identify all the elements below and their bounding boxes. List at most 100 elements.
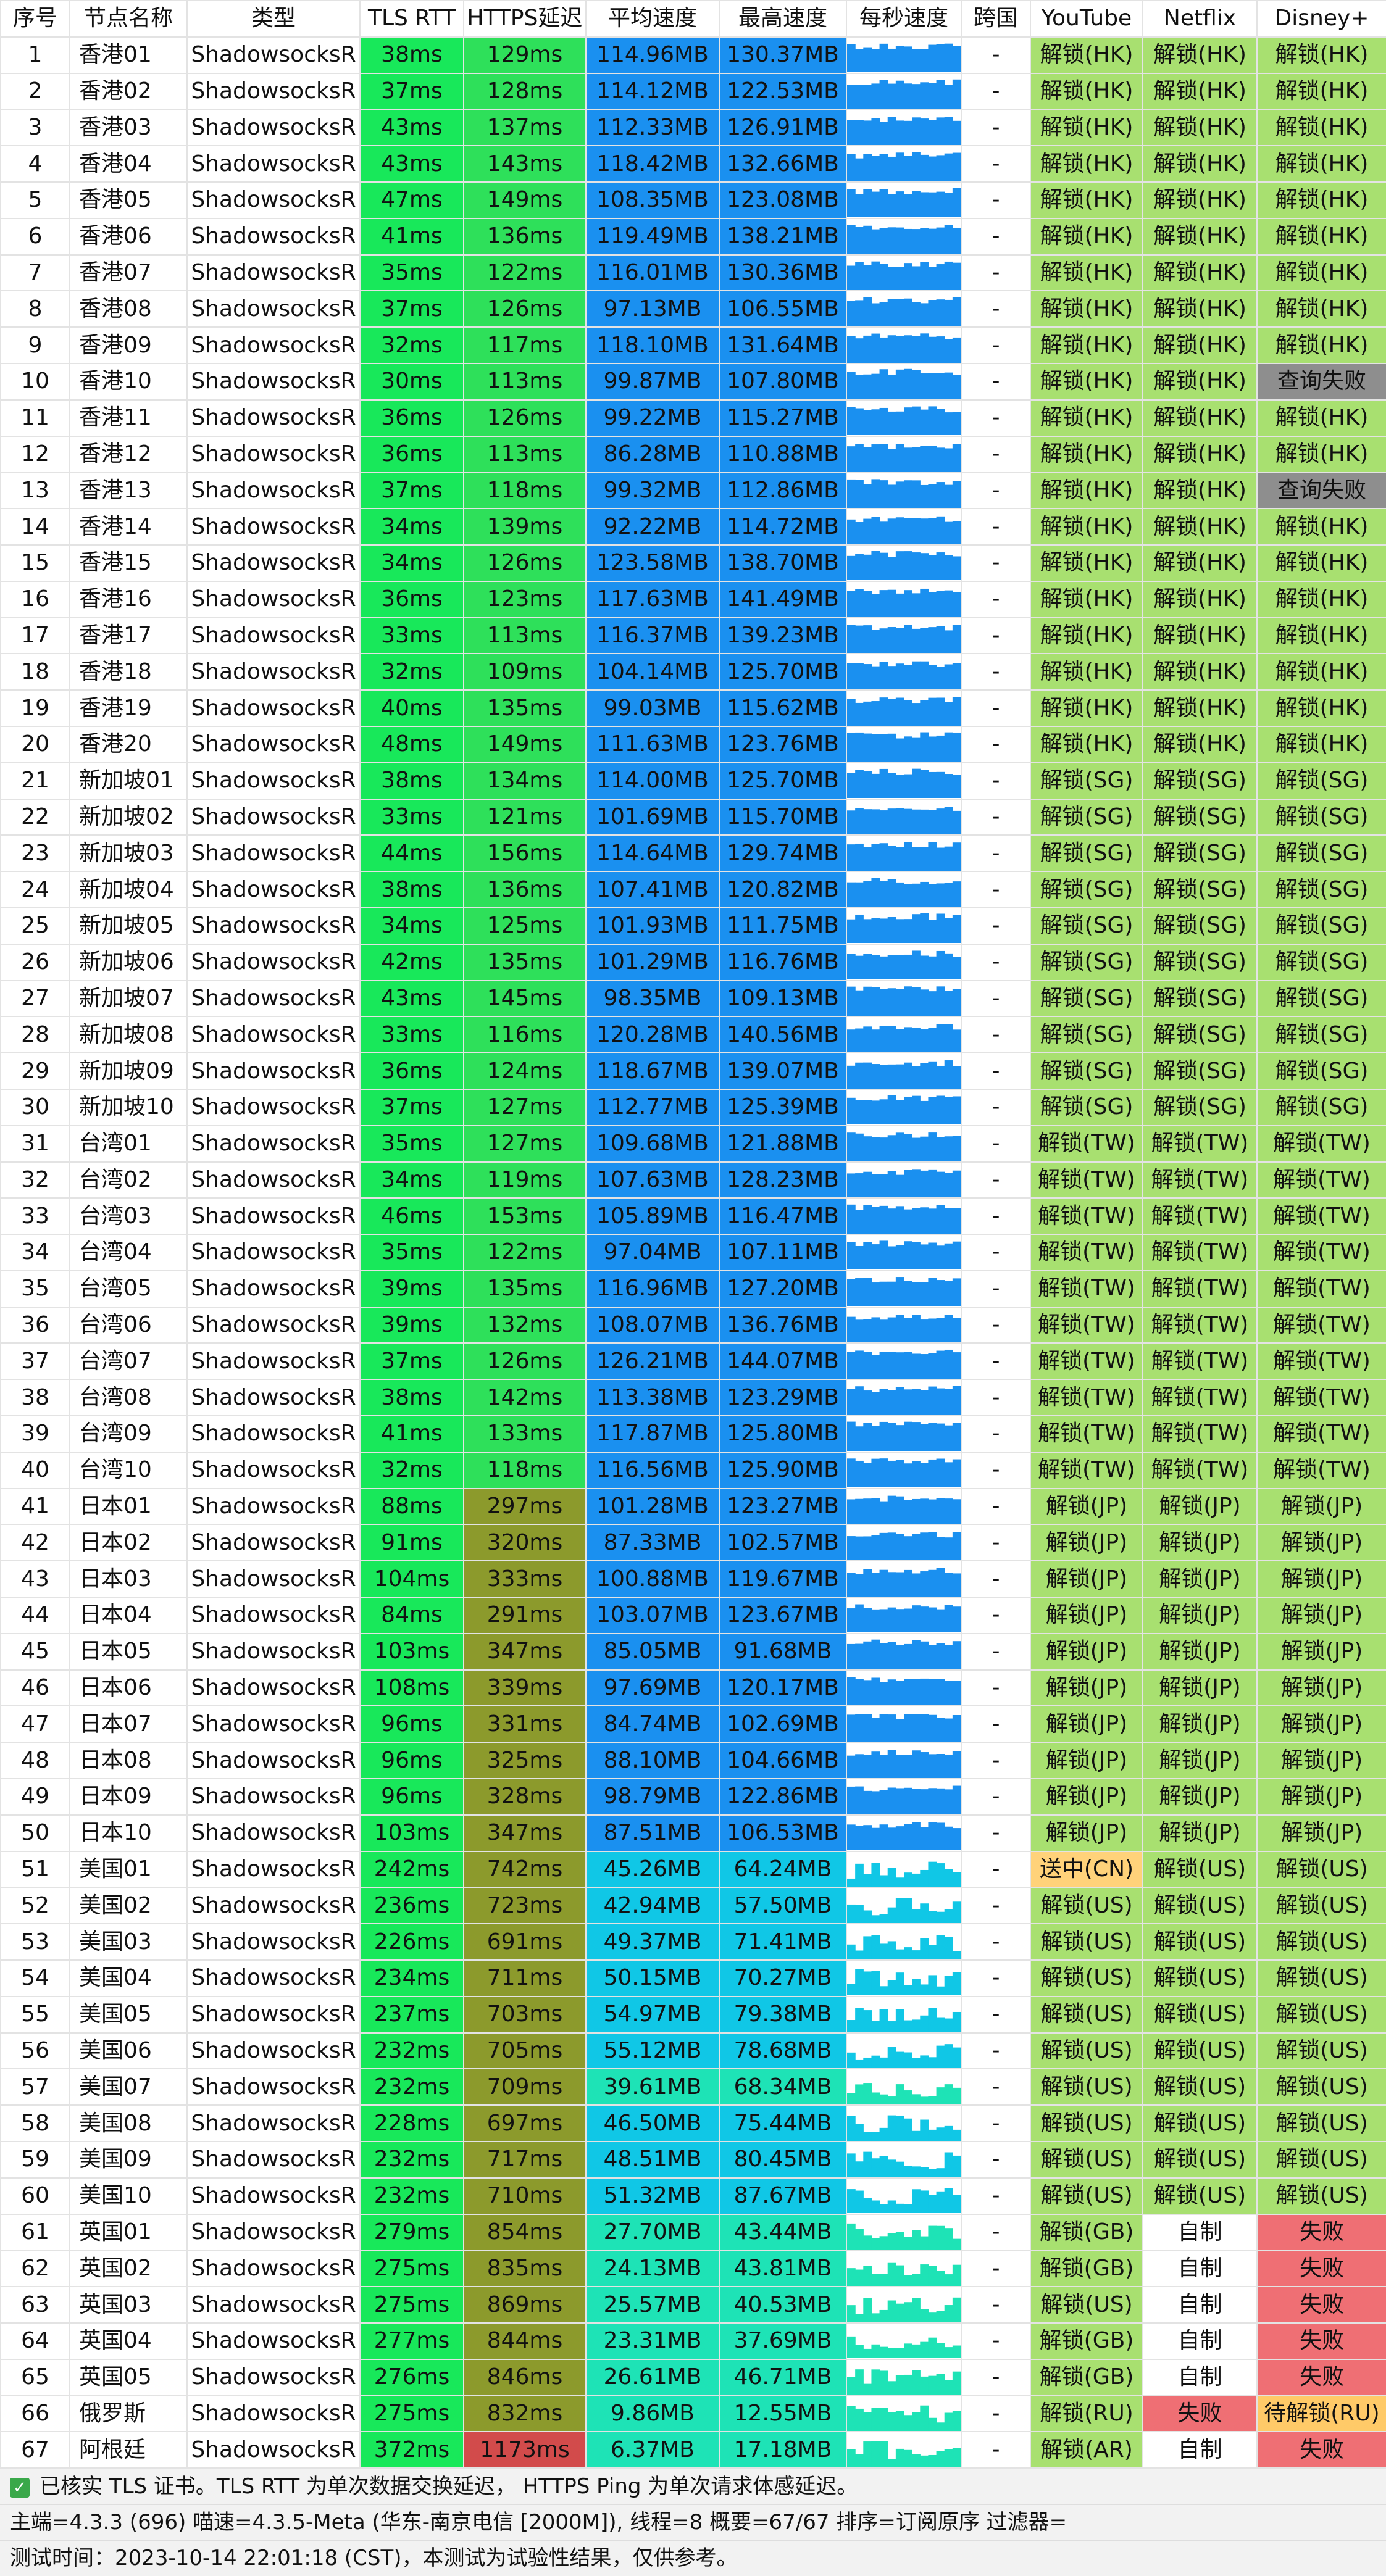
speed-bar <box>944 2125 953 2141</box>
speed-bar <box>904 2415 912 2431</box>
cell-disney: 解锁(SG) <box>1256 979 1386 1018</box>
speed-bar <box>920 49 929 72</box>
speed-bar <box>871 303 880 326</box>
table-row: 3 香港03 ShadowsocksR 43ms 137ms 112.33MB 126.91… <box>0 109 1386 147</box>
speed-bar <box>952 120 960 145</box>
speed-bar <box>904 1754 912 1778</box>
speed-bar <box>920 154 929 181</box>
speed-bar <box>944 732 953 762</box>
cell-https-latency: 333ms <box>463 1560 587 1598</box>
cell-youtube: 解锁(JP) <box>1030 1742 1143 1780</box>
cell-cross-border: - <box>961 1052 1031 1090</box>
cell-index: 38 <box>0 1379 70 1417</box>
cell-type: ShadowsocksR <box>186 2032 361 2070</box>
cell-node-name: 台湾02 <box>69 1161 188 1199</box>
cell-node-name: 新加坡01 <box>69 762 188 800</box>
speed-bar <box>912 2019 921 2032</box>
cell-tls-rtt: 226ms <box>359 1923 464 1961</box>
speed-bar <box>895 628 904 653</box>
cell-node-name: 英国02 <box>69 2250 188 2288</box>
cell-avg-speed: 117.87MB <box>585 1415 720 1453</box>
speed-bar <box>904 808 912 834</box>
speed-bar <box>855 1209 864 1234</box>
cell-disney: 解锁(HK) <box>1256 689 1386 727</box>
speed-bar <box>887 1571 896 1597</box>
speed-sparkline <box>846 1487 962 1526</box>
speed-bar <box>952 1901 960 1923</box>
cell-netflix: 解锁(TW) <box>1142 1234 1258 1271</box>
cell-netflix: 解锁(JP) <box>1142 1669 1258 1707</box>
cell-avg-speed: 117.63MB <box>585 580 720 618</box>
cell-avg-speed: 99.32MB <box>585 472 720 510</box>
cell-node-name: 香港09 <box>69 326 188 364</box>
speed-bar <box>848 336 856 362</box>
speed-bar <box>855 1278 864 1306</box>
table-row: 1 香港01 ShadowsocksR 38ms 129ms 114.96MB 130.37… <box>0 36 1386 74</box>
speed-bar <box>928 1714 937 1742</box>
cell-index: 54 <box>0 1959 70 1997</box>
speed-bar <box>944 2449 953 2467</box>
speed-sparkline-bars <box>848 1568 960 1597</box>
speed-bar <box>928 810 937 834</box>
speed-bar <box>928 1169 937 1197</box>
speed-bar <box>952 1423 960 1451</box>
speed-sparkline-bars <box>848 768 960 798</box>
speed-bar <box>848 1279 856 1306</box>
cell-max-speed: 125.90MB <box>719 1451 847 1489</box>
speed-bar <box>848 625 856 653</box>
speed-bar <box>887 449 896 472</box>
speed-sparkline-bars <box>848 1969 960 1995</box>
cell-max-speed: 70.27MB <box>719 1959 847 1997</box>
cell-https-latency: 121ms <box>463 798 587 836</box>
speed-bar <box>944 846 953 871</box>
speed-bar <box>895 120 904 145</box>
speed-bar <box>848 1787 856 1814</box>
cell-netflix: 解锁(HK) <box>1142 725 1258 763</box>
speed-bar <box>952 1136 960 1161</box>
speed-bar <box>944 1605 953 1632</box>
speed-bar <box>895 444 904 472</box>
speed-bar <box>848 2020 856 2032</box>
cell-disney: 解锁(HK) <box>1256 326 1386 364</box>
speed-bar <box>871 444 880 472</box>
cell-node-name: 香港17 <box>69 617 188 655</box>
cell-youtube: 解锁(HK) <box>1030 580 1143 618</box>
speed-bar <box>879 80 888 109</box>
cell-node-name: 阿根廷 <box>69 2431 188 2469</box>
speed-bar <box>920 1571 929 1597</box>
speed-bar <box>855 194 864 217</box>
cell-type: ShadowsocksR <box>186 1778 361 1816</box>
cell-type: ShadowsocksR <box>186 762 361 800</box>
speed-bar <box>936 667 945 689</box>
speed-bar <box>863 591 872 617</box>
speed-bar <box>952 2195 960 2213</box>
cell-disney: 解锁(HK) <box>1256 617 1386 655</box>
speed-bar <box>912 628 921 653</box>
speed-bar <box>936 847 945 871</box>
speed-bar <box>920 373 929 399</box>
speed-bar <box>855 1133 864 1161</box>
speed-bar <box>920 2119 929 2141</box>
cell-index: 44 <box>0 1597 70 1634</box>
speed-bar <box>944 43 953 72</box>
speed-bar <box>912 1750 921 1778</box>
cell-youtube: 解锁(RU) <box>1030 2395 1143 2433</box>
cell-https-latency: 691ms <box>463 1923 587 1961</box>
cell-disney: 解锁(US) <box>1256 2177 1386 2215</box>
speed-bar <box>944 1462 953 1487</box>
speed-bar <box>904 120 912 145</box>
cell-type: ShadowsocksR <box>186 362 361 401</box>
speed-bar <box>879 2204 888 2213</box>
speed-sparkline-bars <box>848 1060 960 1088</box>
speed-bar <box>928 697 937 725</box>
speed-bar <box>895 1972 904 1995</box>
speed-bar <box>895 1425 904 1451</box>
cell-avg-speed: 87.51MB <box>585 1814 720 1852</box>
speed-bar <box>879 1389 888 1415</box>
speed-bar <box>863 1608 872 1632</box>
speed-bar <box>895 1898 904 1923</box>
speed-bar <box>936 591 945 617</box>
speed-bar <box>936 1935 945 1959</box>
speed-bar <box>895 2051 904 2068</box>
speed-bar <box>855 480 864 508</box>
